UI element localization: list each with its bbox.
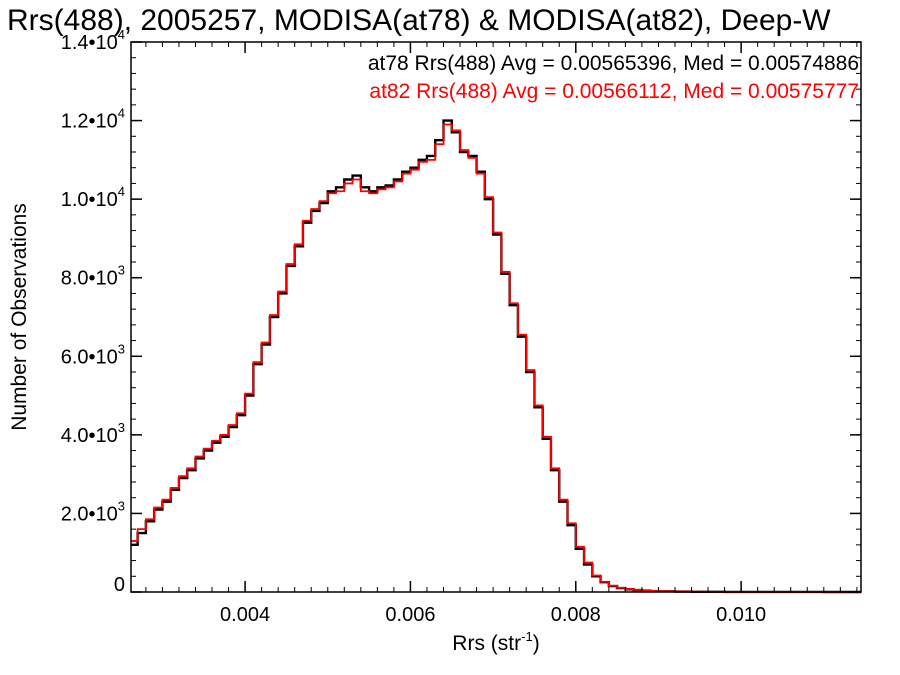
y-tick-label: 0 — [114, 574, 125, 596]
y-axis: 0 2.0•103 4.0•103 6.0•103 8.0•103 1.0•104 1.2•… — [61, 27, 861, 596]
x-axis-label: Rrs (str-1) — [452, 629, 539, 655]
x-axis-label-exponent: -1 — [521, 629, 533, 644]
y-axis-label: Number of Observations — [8, 203, 31, 431]
y-tick-label: 1.0•104 — [61, 184, 125, 211]
y-tick-label: 8.0•103 — [61, 263, 125, 290]
legend-stats-at82: at82 Rrs(488) Avg = 0.00566112, Med = 0.… — [369, 80, 859, 103]
y-tick-label: 2.0•103 — [61, 498, 125, 525]
x-tick-label: 0.008 — [551, 604, 601, 626]
x-tick-label: 0.004 — [220, 604, 270, 626]
series-layer — [131, 119, 861, 594]
x-tick-label: 0.006 — [385, 604, 435, 626]
y-tick-label: 1.4•104 — [61, 27, 125, 54]
x-tick-label: 0.010 — [716, 604, 766, 626]
legend-stats-at78: at78 Rrs(488) Avg = 0.00565396, Med = 0.… — [368, 52, 859, 75]
chart-title: Rrs(488), 2005257, MODISA(at78) & MODISA… — [7, 4, 831, 37]
x-axis-label-close: ) — [533, 632, 540, 655]
y-tick-label: 6.0•103 — [61, 341, 125, 368]
histogram-series-at78 — [131, 119, 861, 594]
x-axis-label-main: Rrs (str — [452, 632, 521, 655]
y-tick-label: 1.2•104 — [61, 106, 125, 133]
histogram-series-at82 — [131, 123, 861, 593]
y-tick-label: 4.0•103 — [61, 420, 125, 447]
plot-frame — [130, 41, 862, 593]
x-axis: 0.004 0.006 0.008 0.010 — [145, 42, 858, 626]
